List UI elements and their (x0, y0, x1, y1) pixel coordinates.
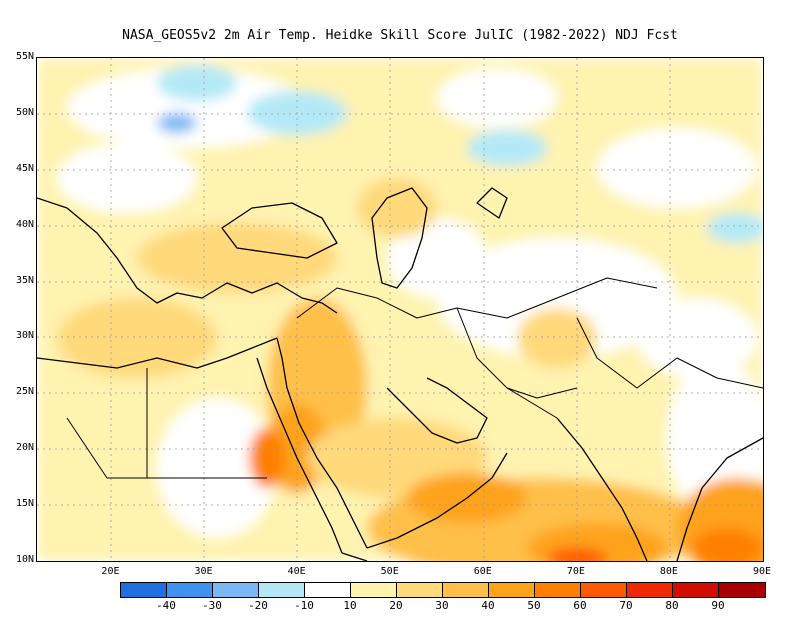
colorbar-swatch (627, 583, 673, 597)
colorbar-swatch (121, 583, 167, 597)
lat-tick-label: 15N (15, 498, 34, 510)
colorbar-swatch (305, 583, 351, 597)
lat-tick-label: 20N (15, 442, 34, 454)
lon-tick-label: 40E (287, 566, 306, 577)
lat-tick-label: 35N (15, 274, 34, 286)
lon-tick-label: 30E (194, 566, 213, 577)
lat-tick-label: 55N (15, 51, 34, 62)
lon-tick-label: 70E (566, 566, 585, 577)
colorbar-swatch (581, 583, 627, 597)
map-panel (36, 57, 764, 562)
colorbar-swatch (213, 583, 259, 597)
colorbar-swatch (535, 583, 581, 597)
colorbar-tick-label: -30 (202, 599, 222, 612)
graticule (37, 58, 763, 561)
colorbar-swatch (489, 583, 535, 597)
chart-title: NASA_GEOS5v2 2m Air Temp. Heidke Skill S… (122, 28, 678, 43)
colorbar-tick-label: 20 (389, 599, 403, 612)
lat-tick-label: 40N (15, 218, 34, 230)
colorbar-swatch (397, 583, 443, 597)
colorbar-tick-label: 30 (435, 599, 449, 612)
colorbar-swatch (719, 583, 765, 597)
colorbar (120, 582, 766, 598)
colorbar-tick-label: -40 (156, 599, 176, 612)
lat-tick-label: 45N (15, 162, 34, 174)
lat-tick-label: 30N (15, 330, 34, 342)
lat-tick-label: 25N (15, 386, 34, 398)
colorbar-tick-label: 60 (573, 599, 587, 612)
colorbar-tick-label: 50 (527, 599, 541, 612)
colorbar-tick-label: 10 (343, 599, 357, 612)
lon-tick-label: 60E (473, 566, 492, 577)
colorbar-tick-label: 70 (619, 599, 633, 612)
skill-field (37, 58, 763, 561)
colorbar-tick-label: 80 (665, 599, 679, 612)
coastlines (37, 187, 763, 561)
colorbar-swatch (259, 583, 305, 597)
colorbar-tick-label: 40 (481, 599, 495, 612)
skill-score-map (37, 58, 763, 561)
lon-tick-label: 90E (752, 566, 772, 577)
lon-tick-label: 80E (659, 566, 678, 577)
colorbar-swatch (443, 583, 489, 597)
lon-tick-label: 50E (380, 566, 399, 577)
lon-tick-label: 20E (101, 566, 120, 577)
colorbar-tick-label: -10 (294, 599, 314, 612)
lat-tick-label: 50N (15, 106, 34, 118)
colorbar-tick-label: -20 (248, 599, 268, 612)
colorbar-swatch (167, 583, 213, 597)
colorbar-swatch (673, 583, 719, 597)
lat-tick-label: 10N (15, 554, 34, 565)
colorbar-swatch (351, 583, 397, 597)
colorbar-tick-label: 90 (711, 599, 725, 612)
